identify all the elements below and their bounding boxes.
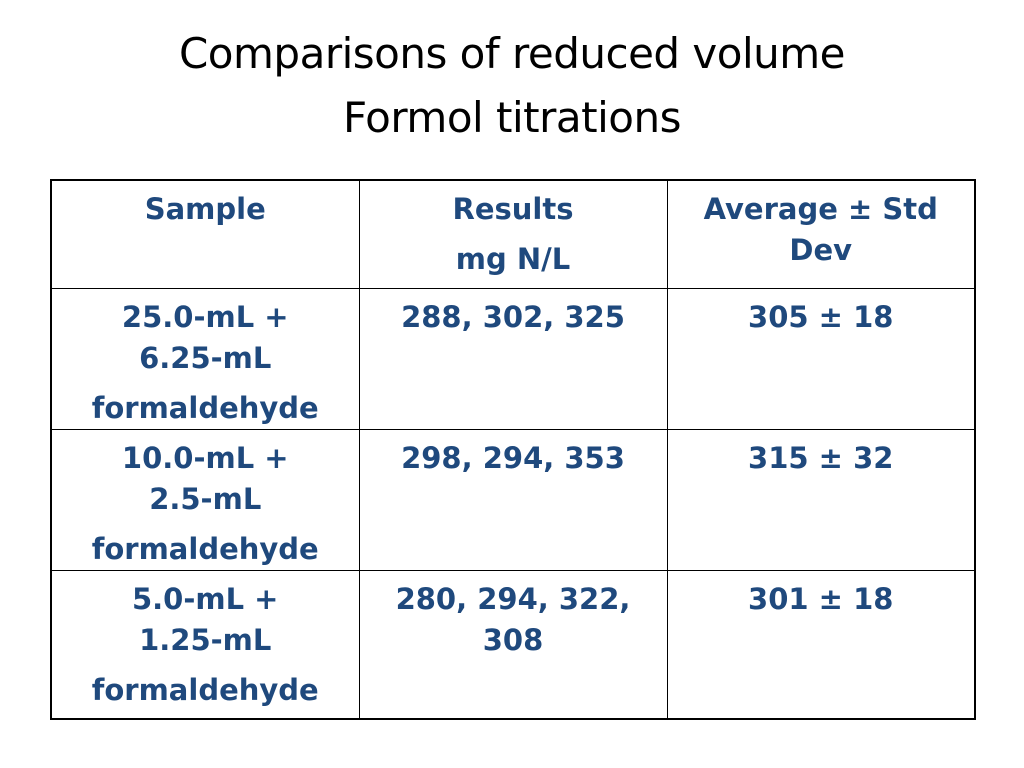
cell-sample: 5.0-mL + 1.25-mL formaldehyde — [50, 569, 360, 720]
cell-results: 288, 302, 325 — [358, 287, 668, 430]
slide-title: Comparisons of reduced volume Formol tit… — [0, 22, 1024, 150]
header-results: Results mg N/L — [358, 179, 668, 289]
cell-results: 298, 294, 353 — [358, 428, 668, 571]
header-results-unit: mg N/L — [455, 242, 571, 276]
header-average: Average ± Std Dev — [666, 179, 976, 289]
table-header-row: Sample Results mg N/L Average ± Std Dev — [50, 179, 976, 289]
header-results-label: Results — [452, 192, 574, 226]
table-row: 25.0-mL + 6.25-mL formaldehyde 288, 302,… — [50, 287, 976, 430]
cell-average: 315 ± 32 — [666, 428, 976, 571]
results-table: Sample Results mg N/L Average ± Std Dev … — [50, 179, 976, 720]
cell-results: 280, 294, 322, 308 — [358, 569, 668, 720]
slide-title-line-2: Formol titrations — [343, 93, 681, 142]
cell-average: 305 ± 18 — [666, 287, 976, 430]
header-sample: Sample — [50, 179, 360, 289]
table-row: 5.0-mL + 1.25-mL formaldehyde 280, 294, … — [50, 569, 976, 720]
table-row: 10.0-mL + 2.5-mL formaldehyde 298, 294, … — [50, 428, 976, 571]
cell-sample: 25.0-mL + 6.25-mL formaldehyde — [50, 287, 360, 430]
cell-sample: 10.0-mL + 2.5-mL formaldehyde — [50, 428, 360, 571]
cell-average: 301 ± 18 — [666, 569, 976, 720]
slide-title-line-1: Comparisons of reduced volume — [178, 29, 846, 78]
